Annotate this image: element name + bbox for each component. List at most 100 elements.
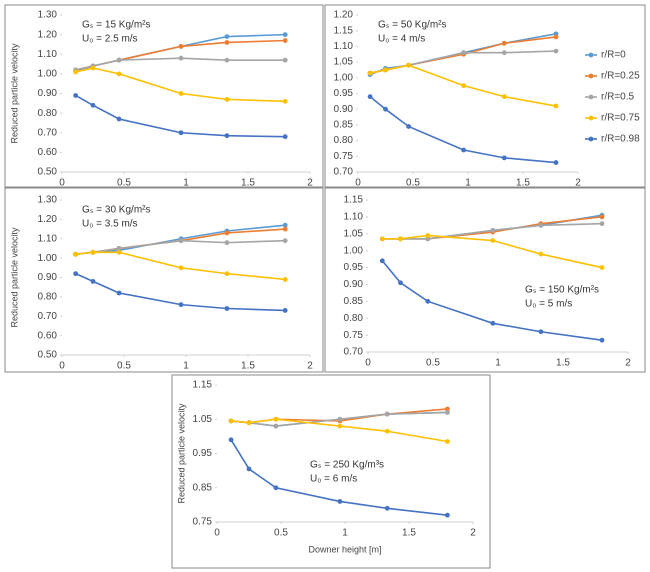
data-point — [501, 155, 507, 161]
series-line — [231, 418, 448, 443]
y-tick-label: 0.90 — [38, 88, 58, 99]
legend-label: r/R=0.25 — [601, 71, 640, 82]
data-point — [461, 147, 466, 153]
data-point — [246, 420, 252, 426]
data-point — [282, 308, 288, 313]
y-tick-label: 0.70 — [344, 347, 364, 358]
data-point — [461, 83, 466, 89]
legend-label: r/R=0.75 — [601, 113, 640, 124]
y-tick-label: 0.80 — [334, 135, 354, 146]
data-point — [282, 32, 288, 38]
data-point — [224, 230, 230, 236]
data-point — [425, 236, 431, 242]
legend-label: r/R=0 — [601, 50, 626, 61]
x-tick-label: 1.5 — [516, 178, 530, 189]
annotation: Gₛ = 15 Kg/m²s — [82, 20, 150, 31]
data-point — [90, 65, 96, 71]
x-tick-label: 0 — [355, 178, 361, 189]
data-point — [490, 228, 496, 233]
data-point — [116, 57, 122, 63]
x-tick-label: 1.5 — [402, 528, 416, 539]
data-point — [224, 240, 230, 246]
data-point — [116, 249, 122, 255]
data-point — [445, 439, 450, 444]
data-point — [461, 50, 466, 56]
data-point — [538, 329, 544, 335]
data-point — [282, 222, 288, 228]
legend-marker — [588, 94, 594, 100]
data-point — [246, 466, 252, 472]
data-point — [367, 94, 373, 100]
y-tick-label: 1.05 — [334, 57, 354, 68]
y-tick-label: 1.00 — [38, 69, 58, 80]
series-line — [381, 260, 603, 341]
x-tick-label: 2 — [307, 178, 313, 189]
data-point — [116, 116, 122, 122]
x-tick-label: 0.5 — [426, 358, 440, 369]
data-point — [553, 160, 559, 165]
y-tick-label: 1.00 — [334, 72, 354, 83]
data-point — [599, 265, 605, 270]
data-point — [599, 214, 605, 220]
y-axis-label: Reduced particle velocity — [176, 403, 186, 504]
series-line — [369, 64, 557, 107]
data-point — [599, 221, 605, 227]
series-line — [382, 234, 603, 269]
data-point — [282, 98, 288, 104]
y-tick-label: 0.85 — [344, 296, 364, 307]
data-point — [538, 222, 544, 228]
x-tick-label: 2 — [575, 178, 581, 189]
y-tick-label: 1.05 — [344, 228, 364, 239]
y-tick-label: 0.90 — [334, 104, 354, 115]
data-point — [273, 423, 279, 429]
y-tick-label: 0.50 — [38, 350, 58, 361]
data-point — [178, 91, 184, 96]
data-point — [501, 50, 507, 56]
x-tick-label: 1 — [183, 178, 189, 189]
data-point — [379, 236, 385, 242]
y-tick-label: 0.90 — [38, 272, 58, 283]
y-tick-label: 0.60 — [38, 147, 58, 158]
annotation: U₀ = 6 m/s — [310, 474, 357, 485]
annotation: U₀ = 5 m/s — [525, 299, 572, 310]
data-point — [379, 258, 385, 264]
x-axis-label: Downer height [m] — [308, 544, 381, 554]
data-point — [224, 57, 230, 63]
y-tick-label: 1.10 — [38, 233, 58, 244]
x-tick-label: 0.5 — [117, 178, 131, 189]
data-point — [90, 102, 96, 108]
panel-border — [324, 4, 646, 188]
x-tick-label: 1 — [183, 361, 189, 372]
data-point — [384, 411, 390, 417]
x-tick-label: 1.5 — [556, 358, 570, 369]
legend-label: r/R=0.98 — [601, 134, 640, 145]
y-tick-label: 1.10 — [344, 212, 364, 223]
y-tick-label: 0.95 — [334, 88, 354, 99]
data-point — [224, 133, 230, 139]
series-line — [230, 439, 448, 516]
series-line — [75, 251, 286, 281]
data-point — [116, 71, 122, 77]
data-point — [178, 238, 184, 244]
data-point — [490, 320, 496, 326]
series-line — [382, 214, 603, 240]
data-point — [425, 298, 431, 304]
x-tick-label: 0 — [214, 528, 220, 539]
data-point — [228, 418, 234, 424]
y-tick-label: 0.85 — [193, 482, 213, 493]
data-point — [224, 306, 230, 311]
series-line — [369, 96, 557, 164]
annotation: Gₛ = 30 Kg/m²s — [82, 205, 150, 216]
data-point — [273, 416, 279, 422]
y-tick-label: 0.70 — [334, 167, 354, 178]
data-point — [490, 238, 496, 243]
y-tick-label: 0.95 — [193, 448, 213, 459]
y-tick-label: 1.15 — [344, 195, 364, 206]
y-tick-label: 1.05 — [193, 414, 213, 425]
y-tick-label: 1.30 — [38, 195, 58, 206]
annotation: U₀ = 3.5 m/s — [82, 219, 138, 230]
data-point — [73, 251, 79, 257]
data-point — [73, 69, 79, 75]
x-tick-label: 1 — [495, 358, 501, 369]
